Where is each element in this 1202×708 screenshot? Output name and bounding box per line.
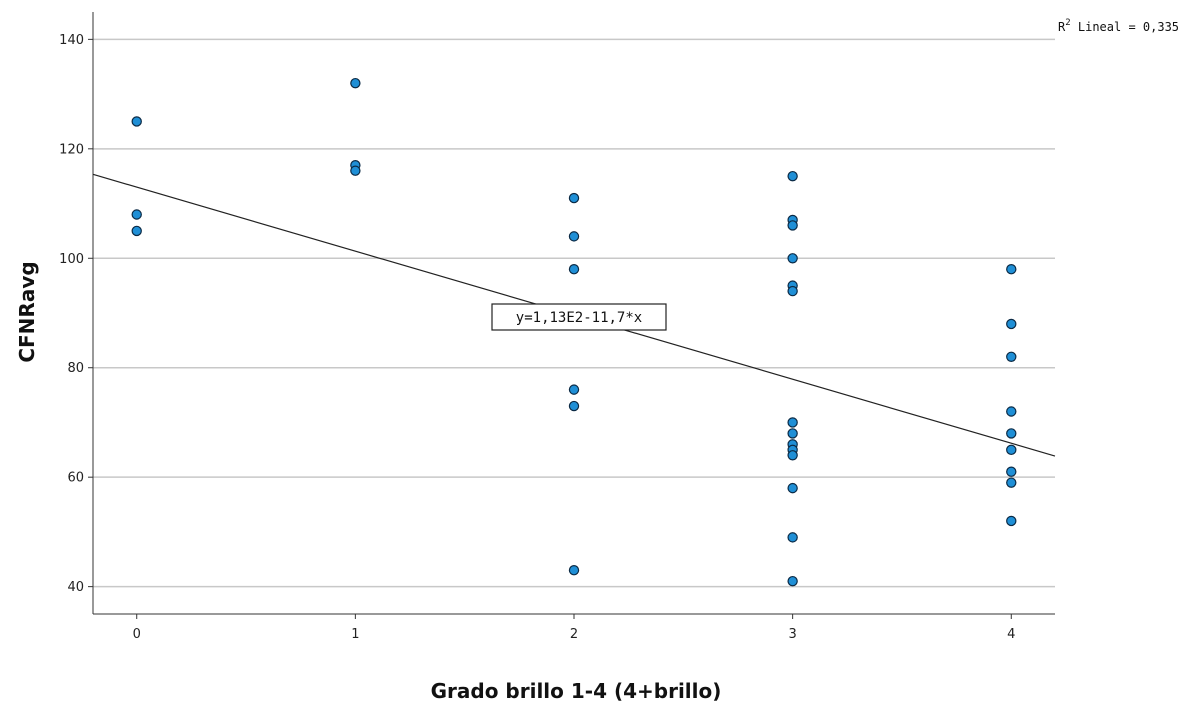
data-point	[568, 231, 580, 242]
x-tick-label: 4	[1007, 627, 1015, 642]
r-squared-label: R2 Lineal = 0,335	[1058, 18, 1179, 34]
data-point	[568, 400, 580, 412]
gridlines	[93, 38, 1055, 588]
x-tick-label: 3	[788, 627, 796, 642]
data-point	[131, 225, 142, 237]
data-point	[787, 220, 798, 231]
x-axis-title: Grado brillo 1-4 (4+brillo)	[431, 679, 722, 703]
y-ticks: 40 60 80 100 120 140	[59, 33, 93, 595]
data-point	[1006, 406, 1017, 417]
data-point	[787, 417, 798, 428]
data-point	[787, 285, 798, 297]
data-point	[568, 565, 580, 576]
y-axis-title: CFNRavg	[15, 261, 39, 362]
y-tick-label: 40	[67, 580, 84, 595]
data-point	[568, 384, 580, 395]
data-point	[131, 116, 142, 127]
data-point	[787, 450, 798, 461]
x-ticks: 0 1 2 3 4	[133, 614, 1015, 642]
x-tick-label: 1	[351, 627, 359, 642]
x-tick-label: 2	[570, 627, 578, 642]
y-tick-label: 100	[59, 252, 84, 267]
data-point	[350, 165, 361, 176]
data-point	[568, 264, 580, 275]
data-points	[131, 77, 1017, 587]
y-tick-label: 80	[67, 361, 84, 376]
data-point	[1006, 264, 1017, 275]
data-point	[787, 253, 798, 264]
data-point	[1006, 428, 1017, 439]
data-point	[1006, 466, 1017, 477]
data-point	[787, 482, 798, 494]
data-point	[350, 77, 361, 89]
data-point	[1006, 444, 1017, 456]
data-point	[787, 170, 798, 182]
data-point	[787, 428, 798, 439]
data-point	[787, 532, 798, 543]
data-point	[1006, 351, 1017, 362]
y-tick-label: 60	[67, 471, 84, 486]
data-point	[1006, 515, 1017, 527]
x-tick-label: 0	[133, 627, 141, 642]
data-point	[568, 192, 580, 204]
y-tick-label: 140	[59, 33, 84, 48]
y-tick-label: 120	[59, 142, 84, 157]
fit-equation-label: y=1,13E2-11,7*x	[491, 303, 667, 331]
data-point	[1006, 318, 1017, 330]
data-point	[1006, 477, 1017, 488]
data-point	[787, 575, 798, 587]
data-point	[131, 209, 142, 220]
fit-equation-text: y=1,13E2-11,7*x	[516, 310, 642, 326]
